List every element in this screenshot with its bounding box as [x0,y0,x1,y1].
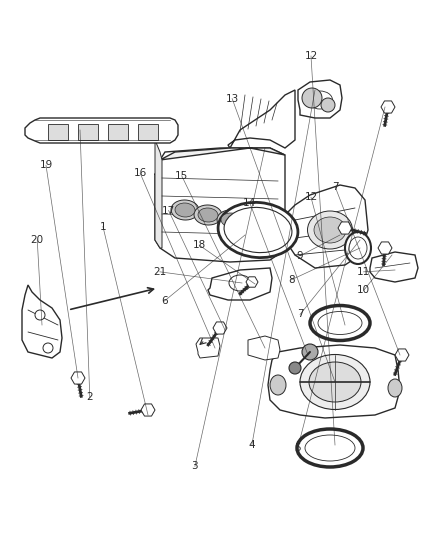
Ellipse shape [194,205,222,225]
Text: 21: 21 [153,267,166,277]
Polygon shape [25,118,178,143]
Text: 14: 14 [243,198,256,207]
Ellipse shape [171,200,199,220]
Polygon shape [141,404,155,416]
Text: 12: 12 [304,192,318,202]
Ellipse shape [349,237,367,259]
Ellipse shape [217,210,245,230]
Ellipse shape [240,215,268,235]
Ellipse shape [309,362,361,402]
Text: 1: 1 [99,222,106,231]
Text: 20: 20 [31,235,44,245]
Ellipse shape [221,213,241,227]
Polygon shape [71,372,85,384]
Text: 18: 18 [193,240,206,250]
Circle shape [321,98,335,112]
Polygon shape [196,338,220,358]
Ellipse shape [224,207,292,253]
Circle shape [289,362,301,374]
Polygon shape [381,101,395,113]
Polygon shape [395,349,409,361]
Text: 7: 7 [297,310,304,319]
Text: 19: 19 [39,160,53,170]
Polygon shape [155,148,285,262]
Text: 12: 12 [304,51,318,61]
Text: 3: 3 [191,462,198,471]
Polygon shape [338,222,352,234]
Polygon shape [298,80,342,118]
Text: 15: 15 [175,171,188,181]
Ellipse shape [345,232,371,264]
Ellipse shape [244,218,264,232]
Ellipse shape [314,217,346,243]
Bar [78,124,98,140]
Bar [138,124,158,140]
Text: 8: 8 [288,275,295,285]
Ellipse shape [229,275,251,291]
Polygon shape [155,148,285,175]
Ellipse shape [307,91,332,109]
Ellipse shape [307,211,353,249]
Ellipse shape [270,375,286,395]
Text: 4: 4 [248,440,255,450]
Ellipse shape [297,429,363,467]
Polygon shape [208,268,272,300]
Text: 9: 9 [297,251,304,261]
Text: 7: 7 [332,182,339,191]
Text: 6: 6 [161,296,168,306]
Polygon shape [370,252,418,282]
Ellipse shape [388,379,402,397]
Text: 10: 10 [357,286,370,295]
Circle shape [35,310,45,320]
Polygon shape [248,336,280,360]
Text: 5: 5 [294,443,301,453]
Text: 2: 2 [86,392,93,402]
Polygon shape [378,242,392,254]
Polygon shape [282,185,368,268]
Ellipse shape [305,435,355,461]
Circle shape [43,343,53,353]
Ellipse shape [175,203,195,217]
Polygon shape [213,322,227,334]
Ellipse shape [198,208,218,222]
Bar [48,124,68,140]
Text: 13: 13 [226,94,239,103]
Polygon shape [268,345,400,418]
Ellipse shape [300,354,370,409]
Circle shape [302,344,318,360]
Text: 17: 17 [162,206,175,215]
Text: 11: 11 [357,267,370,277]
Ellipse shape [318,311,362,335]
Polygon shape [228,90,295,148]
Bar [108,124,128,140]
Ellipse shape [310,305,370,341]
Circle shape [302,88,322,108]
Ellipse shape [218,203,298,257]
Polygon shape [155,140,162,248]
Polygon shape [22,285,62,358]
Text: 16: 16 [134,168,147,178]
Polygon shape [246,277,258,287]
